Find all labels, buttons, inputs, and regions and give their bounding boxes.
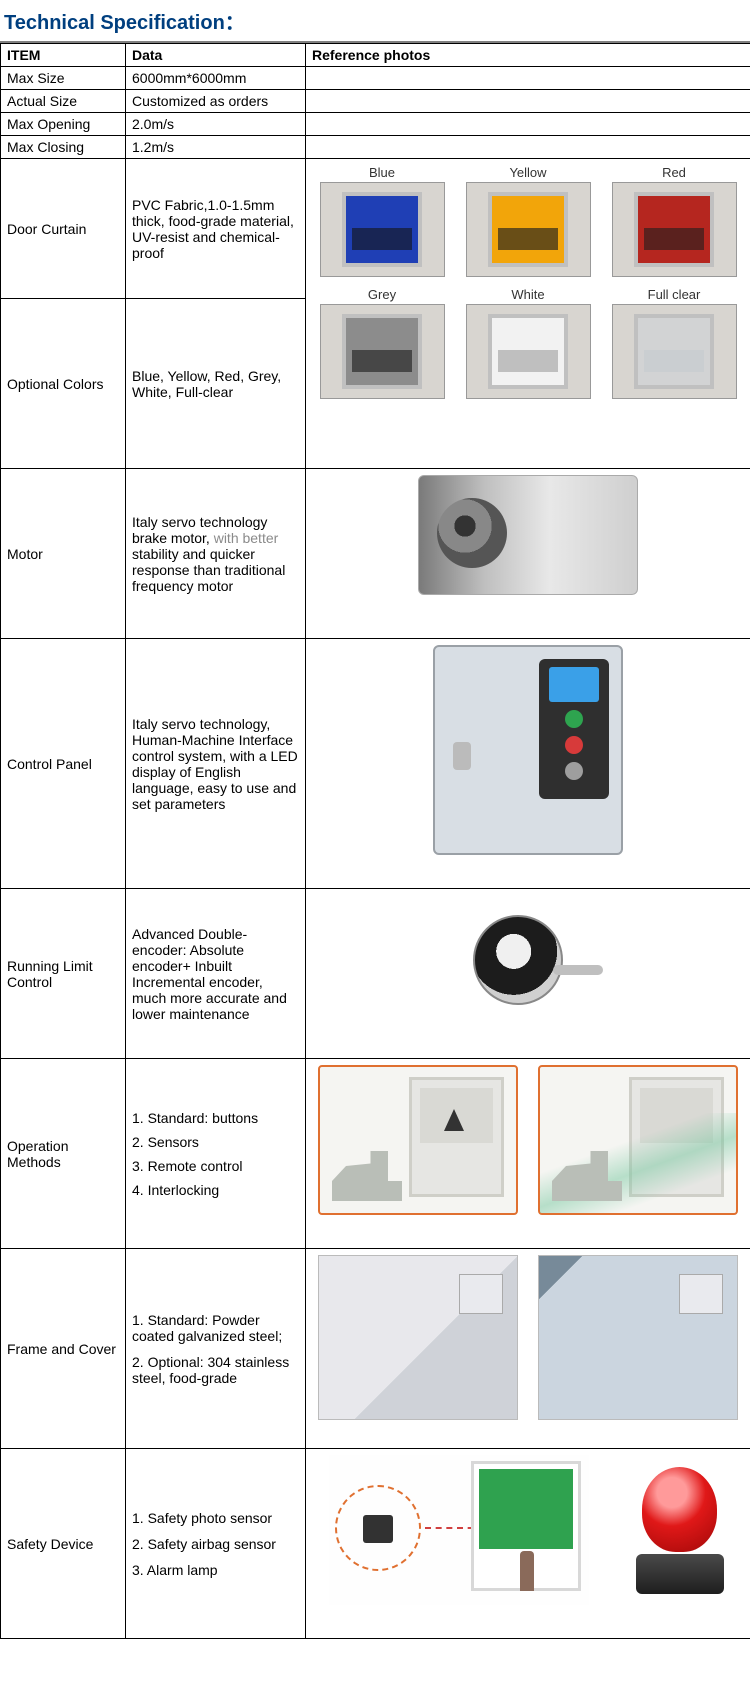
ref-cell-operation [306,1059,750,1249]
data-cell: 1. Safety photo sensor2. Safety airbag s… [126,1449,306,1639]
table-row: Safety Device1. Safety photo sensor2. Sa… [1,1449,750,1639]
sensor-box-icon [363,1515,393,1543]
table-row: Actual SizeCustomized as orders [1,90,750,113]
ref-cell [306,67,750,90]
spec-table: ITEM Data Reference photos Max Size6000m… [0,43,750,1639]
color-grid: Blue Yellow Red [312,165,744,277]
table-row: Control PanelItaly servo technology, Hum… [1,639,750,889]
table-row: Door CurtainPVC Fabric,1.0-1.5mm thick, … [1,159,750,299]
ref-cell-frame [306,1249,750,1449]
lcd-icon [549,667,599,702]
color-swatch: White [461,287,596,399]
safety-diagram [329,1455,589,1605]
col-data: Data [126,44,306,67]
alarm-base-icon [636,1554,724,1594]
item-cell: Frame and Cover [1,1249,126,1449]
ref-cell-panel [306,639,750,889]
operation-diagrams [312,1065,744,1215]
door-thumb [612,304,737,399]
data-cell: 1. Standard: Powder coated galvanized st… [126,1249,306,1449]
table-row: Max Size6000mm*6000mm [1,67,750,90]
person-icon [520,1551,534,1591]
data-cell: 2.0m/s [126,113,306,136]
operation-diagram [538,1065,738,1215]
alarm-lamp-image [632,1463,727,1598]
color-swatch: Grey [315,287,450,399]
page-title: Technical Specification： [0,0,750,43]
item-cell: Operation Methods [1,1059,126,1249]
ref-cell [306,136,750,159]
table-header-row: ITEM Data Reference photos [1,44,750,67]
table-row: Max Opening2.0m/s [1,113,750,136]
swatch-label: Yellow [509,165,546,180]
door-thumb [320,304,445,399]
table-row: Running Limit ControlAdvanced Double-enc… [1,889,750,1059]
item-cell: Max Closing [1,136,126,159]
forklift-icon [332,1151,402,1201]
ref-cell-safety [306,1449,750,1639]
color-grid: Grey White Full clear [312,287,744,399]
col-ref: Reference photos [306,44,750,67]
safety-diagrams [312,1455,744,1605]
data-cell: 6000mm*6000mm [126,67,306,90]
door-thumb [466,182,591,277]
swatch-label: White [511,287,544,302]
ref-cell [306,90,750,113]
data-cell: Advanced Double-encoder: Absolute encode… [126,889,306,1059]
data-cell: Italy servo technology, Human-Machine In… [126,639,306,889]
item-cell: Door Curtain [1,159,126,299]
table-row: Frame and Cover1. Standard: Powder coate… [1,1249,750,1449]
arrow-up-icon [444,1109,464,1131]
ref-cell-motor [306,469,750,639]
swatch-label: Grey [368,287,396,302]
panel-face [539,659,609,799]
green-button-icon [565,710,583,728]
item-cell: Running Limit Control [1,889,126,1059]
table-row: Operation Methods1. Standard: buttons2. … [1,1059,750,1249]
item-cell: Control Panel [1,639,126,889]
frame-photo [318,1255,518,1420]
ref-cell-colors: Blue Yellow Red Grey [306,159,750,469]
item-cell: Safety Device [1,1449,126,1639]
data-cell: Blue, Yellow, Red, Grey, White, Full-cle… [126,299,306,469]
red-button-icon [565,736,583,754]
alarm-dome-icon [642,1467,717,1552]
swatch-label: Red [662,165,686,180]
control-panel-image [433,645,623,855]
color-swatch: Full clear [607,287,742,399]
frame-photo [538,1255,738,1420]
color-swatch: Yellow [461,165,596,277]
item-cell: Max Size [1,67,126,90]
swatch-label: Blue [369,165,395,180]
motor-image [418,475,638,595]
data-cell: 1.2m/s [126,136,306,159]
data-cell: Italy servo technology brake motor, with… [126,469,306,639]
encoder-image [453,895,603,1015]
ref-cell-encoder [306,889,750,1059]
ref-cell [306,113,750,136]
data-cell: Customized as orders [126,90,306,113]
operation-diagram [318,1065,518,1215]
grey-button-icon [565,762,583,780]
data-cell: 1. Standard: buttons2. Sensors3. Remote … [126,1059,306,1249]
door-thumb [612,182,737,277]
door-thumb [466,304,591,399]
table-row: MotorItaly servo technology brake motor,… [1,469,750,639]
color-swatch: Red [607,165,742,277]
swatch-label: Full clear [648,287,701,302]
table-row: Max Closing1.2m/s [1,136,750,159]
color-swatch: Blue [315,165,450,277]
item-cell: Max Opening [1,113,126,136]
item-cell: Actual Size [1,90,126,113]
handle-icon [453,742,471,770]
door-thumb [320,182,445,277]
data-cell: PVC Fabric,1.0-1.5mm thick, food-grade m… [126,159,306,299]
item-cell: Optional Colors [1,299,126,469]
col-item: ITEM [1,44,126,67]
item-cell: Motor [1,469,126,639]
frame-photos [312,1255,744,1420]
